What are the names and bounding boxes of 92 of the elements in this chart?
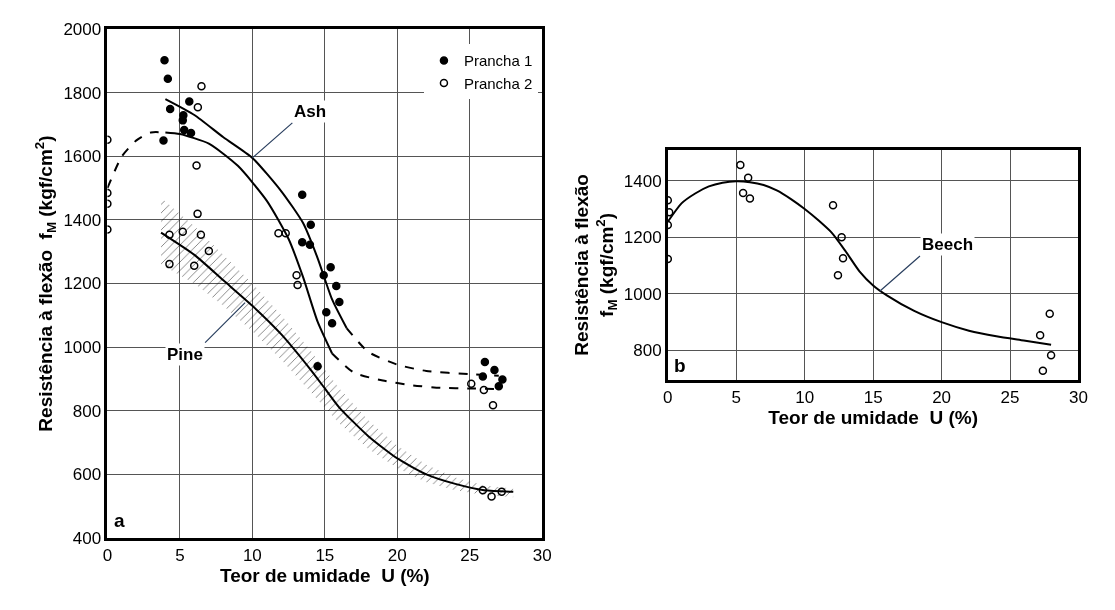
point: [479, 385, 489, 395]
y-tick-label: 800: [72, 401, 102, 421]
x-axis-title: Teor de umidade U (%): [768, 407, 979, 429]
point: [327, 319, 337, 328]
point: [828, 201, 838, 210]
point: [292, 271, 301, 280]
point: [490, 365, 499, 375]
point: [335, 297, 344, 307]
y-tick-label: 1000: [63, 338, 102, 358]
point: [837, 233, 846, 242]
point: [1038, 366, 1048, 376]
legend-label: Prancha 1: [463, 52, 533, 70]
y-tick-label: 2000: [63, 20, 102, 40]
point: [204, 246, 214, 256]
x-tick-label: 20: [932, 388, 952, 408]
x-tick-label: 30: [532, 546, 552, 566]
annotation: Ash: [294, 102, 327, 121]
point: [478, 372, 488, 381]
x-tick-label: 0: [102, 546, 113, 566]
point: [163, 74, 173, 83]
annotation: b: [674, 355, 686, 376]
point: [480, 357, 490, 367]
legend-label: Prancha 2: [463, 74, 533, 92]
point: [297, 190, 307, 200]
point: [189, 261, 199, 270]
point: [1045, 309, 1054, 318]
x-tick-label: 0: [663, 388, 673, 408]
x-axis-title: Teor de umidade U (%): [219, 565, 430, 587]
y-tick-label: 1400: [63, 210, 102, 230]
point: [332, 281, 341, 291]
point: [497, 487, 506, 497]
point: [281, 229, 290, 238]
y-tick-label: 1200: [63, 274, 102, 294]
y-tick-label: 1000: [623, 284, 662, 304]
point: [745, 194, 755, 203]
y-tick-label: 800: [633, 341, 662, 361]
x-tick-label: 5: [731, 388, 741, 408]
point: [478, 485, 488, 495]
point: [297, 237, 307, 247]
point: [159, 136, 168, 145]
x-tick-label: 5: [175, 546, 185, 566]
y-tick-label: 400: [72, 528, 102, 548]
y-tick-label: 1200: [623, 228, 662, 248]
annotation: Beech: [922, 235, 974, 254]
point: [186, 128, 196, 138]
point: [178, 116, 188, 125]
point: [178, 227, 188, 236]
point: [179, 125, 189, 135]
annotation: Pine: [167, 345, 203, 364]
point: [197, 82, 206, 91]
point: [322, 307, 331, 317]
point: [488, 401, 498, 410]
point: [326, 263, 335, 272]
x-tick-label: 15: [863, 388, 883, 408]
point: [467, 379, 476, 388]
point: [498, 375, 507, 384]
x-tick-label: 10: [242, 546, 262, 566]
point: [305, 240, 315, 249]
point: [160, 56, 169, 65]
x-tick-label: 15: [315, 546, 335, 566]
x-tick-label: 25: [460, 546, 480, 566]
point: [192, 161, 201, 170]
point: [833, 270, 843, 280]
annotation: a: [114, 510, 125, 531]
point: [487, 492, 496, 501]
point: [185, 97, 194, 106]
point: [1046, 351, 1056, 360]
y-tick-label: 1400: [623, 171, 662, 191]
point: [738, 188, 748, 198]
point: [306, 220, 316, 229]
point: [165, 259, 174, 269]
x-tick-label: 25: [1000, 388, 1020, 408]
point: [165, 104, 175, 114]
y-tick-label: 1800: [63, 83, 102, 103]
y-tick-label: 600: [72, 465, 102, 485]
point: [319, 271, 328, 280]
point: [494, 381, 504, 391]
y-tick-label: 1600: [63, 147, 102, 167]
x-tick-label: 10: [795, 388, 815, 408]
point: [743, 173, 753, 182]
point: [193, 209, 202, 219]
point: [313, 361, 322, 371]
point: [193, 103, 203, 112]
point: [274, 229, 283, 238]
point: [1035, 330, 1045, 340]
point: [196, 230, 206, 240]
x-tick-label: 30: [1069, 388, 1088, 408]
point: [293, 280, 302, 290]
point: [165, 230, 174, 240]
point: [838, 254, 848, 263]
point: [736, 160, 745, 170]
x-tick-label: 20: [387, 546, 407, 566]
